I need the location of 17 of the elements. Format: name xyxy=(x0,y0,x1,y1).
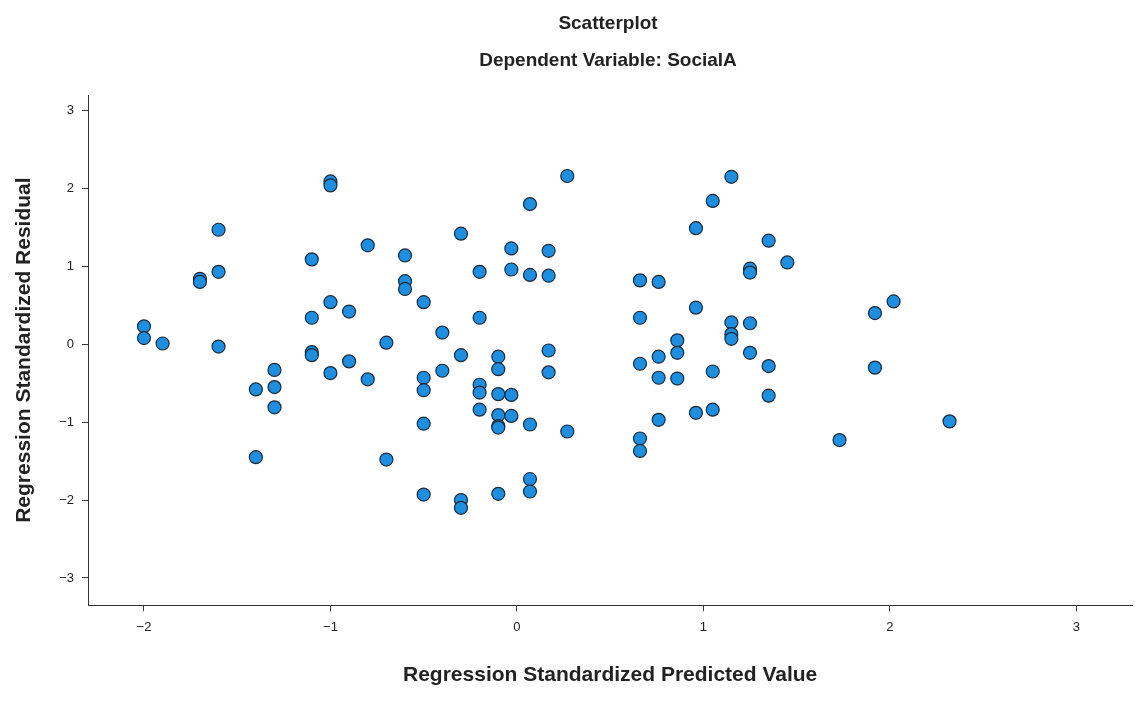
x-tick-label: 1 xyxy=(699,618,708,634)
x-tick-label: 2 xyxy=(886,618,894,634)
y-tick-label: 3 xyxy=(66,102,75,118)
y-tick-label: −3 xyxy=(59,569,75,585)
x-tick-label: −2 xyxy=(136,618,152,634)
y-axis-title: Regression Standardized Residual xyxy=(11,177,35,523)
x-tick-label: 0 xyxy=(513,618,521,634)
chart-subtitle: Dependent Variable: SocialA xyxy=(479,49,738,71)
y-tick-label: −2 xyxy=(59,491,75,507)
y-tick-label: 0 xyxy=(66,335,75,351)
chart-title: Scatterplot xyxy=(558,12,659,34)
x-tick-label: −1 xyxy=(323,618,338,634)
y-tick-label: 1 xyxy=(66,257,75,273)
y-tick-label: 2 xyxy=(66,180,75,196)
y-tick-label: −1 xyxy=(59,413,75,429)
x-tick-label: 3 xyxy=(1072,618,1080,634)
x-axis-title: Regression Standardized Predicted Value xyxy=(403,662,818,686)
